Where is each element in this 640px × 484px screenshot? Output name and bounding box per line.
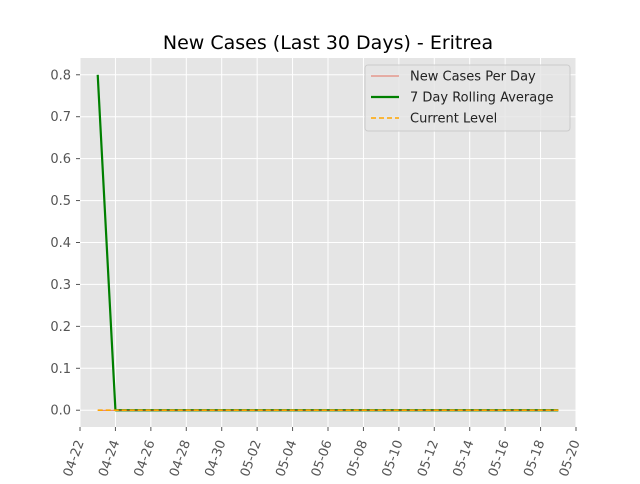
y-tick-label: 0.1 — [50, 362, 71, 377]
series-layer — [96, 74, 559, 412]
y-tick-label: 0.3 — [50, 278, 71, 293]
legend: New Cases Per Day 7 Day Rolling Average Cu… — [364, 64, 571, 132]
y-tick-label: 0.5 — [50, 194, 71, 209]
legend-label: 7 Day Rolling Average — [410, 91, 553, 106]
legend-box — [364, 64, 571, 132]
y-tick-label: 0.8 — [50, 68, 71, 83]
y-tick-label: 0.0 — [50, 404, 71, 419]
y-tick-label: 0.7 — [50, 110, 71, 125]
y-axis: 0.0 0.1 0.2 0.3 0.4 0.5 0.6 0.7 0.8 — [50, 68, 80, 419]
chart-title: New Cases (Last 30 Days) - Eritrea — [163, 32, 493, 54]
y-tick-label: 0.2 — [50, 320, 71, 335]
legend-label: New Cases Per Day — [410, 70, 536, 85]
y-tick-label: 0.6 — [50, 152, 71, 167]
y-tick-label: 0.4 — [50, 236, 71, 251]
legend-label: Current Level — [410, 112, 497, 127]
